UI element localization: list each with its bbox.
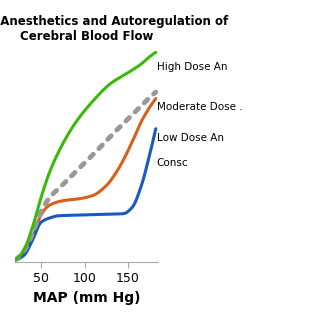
Text: Consc: Consc: [157, 158, 188, 168]
Text: High Dose An: High Dose An: [157, 62, 227, 72]
X-axis label: MAP (mm Hg): MAP (mm Hg): [33, 291, 140, 305]
Text: Low Dose An: Low Dose An: [157, 133, 224, 143]
Title: Volatile Anesthetics and Autoregulation of
Cerebral Blood Flow: Volatile Anesthetics and Autoregulation …: [0, 15, 228, 43]
Text: Moderate Dose .: Moderate Dose .: [157, 102, 242, 112]
